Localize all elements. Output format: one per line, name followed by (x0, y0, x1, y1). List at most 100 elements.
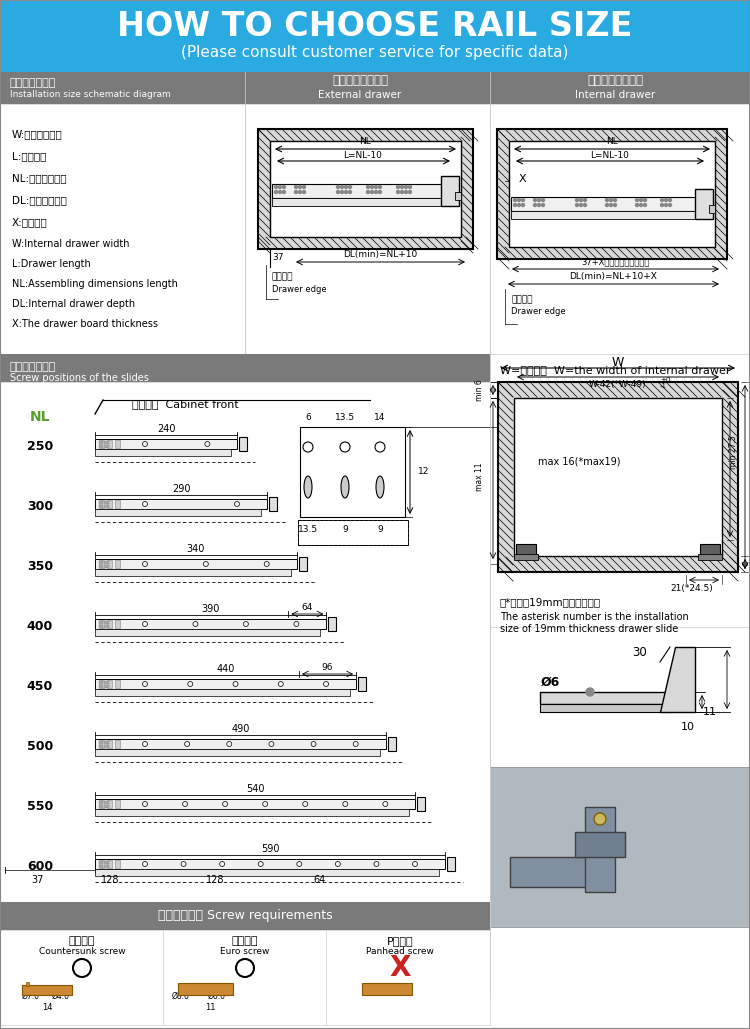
Text: 500: 500 (27, 741, 53, 753)
Text: Panhead screw: Panhead screw (366, 948, 434, 957)
Text: 64: 64 (314, 875, 326, 885)
Bar (107, 500, 112, 508)
Bar (115, 560, 120, 568)
Bar (0, 930, 490, 1025)
Bar (99, 620, 103, 624)
Text: Drawer edge: Drawer edge (272, 284, 327, 293)
Text: 450: 450 (27, 680, 53, 694)
Bar (95, 870, 439, 876)
Circle shape (278, 190, 281, 193)
Text: W: W (612, 355, 624, 368)
Bar (0, 902, 490, 930)
Circle shape (374, 190, 377, 193)
Bar (540, 704, 670, 712)
Bar (575, 832, 625, 857)
Circle shape (397, 190, 400, 193)
Circle shape (298, 185, 302, 188)
Text: P头螺丝: P头螺丝 (387, 936, 413, 946)
Text: 64: 64 (302, 603, 313, 612)
Text: Ø4.0: Ø4.0 (52, 992, 70, 1001)
Text: X: X (389, 954, 411, 982)
Text: 400: 400 (27, 620, 53, 634)
Circle shape (605, 199, 608, 202)
Text: NL: NL (359, 138, 370, 146)
Text: W-42(*W-49): W-42(*W-49) (590, 380, 646, 389)
Circle shape (400, 190, 404, 193)
Bar (298, 520, 408, 545)
Bar (107, 560, 112, 568)
Bar (0, 104, 750, 354)
Bar (497, 129, 727, 259)
Circle shape (379, 190, 382, 193)
Circle shape (584, 199, 586, 202)
Bar (298, 557, 307, 571)
Text: max 11: max 11 (476, 463, 484, 491)
Bar (107, 440, 112, 448)
Text: 9: 9 (377, 526, 382, 534)
Bar (709, 205, 715, 213)
Text: Euro screw: Euro screw (220, 948, 270, 957)
Bar (388, 737, 396, 751)
Bar (516, 544, 536, 558)
Circle shape (295, 190, 298, 193)
Circle shape (586, 688, 594, 696)
Bar (510, 857, 590, 887)
Text: Installation size schematic diagram: Installation size schematic diagram (10, 90, 171, 99)
Bar (99, 745, 103, 748)
Text: The asterisk number is the installation: The asterisk number is the installation (500, 612, 688, 622)
Text: 平头螺丝: 平头螺丝 (69, 936, 95, 946)
Text: W=柜内宽度  W=the width of internal drawer: W=柜内宽度 W=the width of internal drawer (500, 365, 730, 375)
Text: 37+X（带把手缓冲滑轨）: 37+X（带把手缓冲滑轨） (580, 257, 650, 267)
Circle shape (580, 204, 583, 207)
Text: X:The drawer board thickness: X:The drawer board thickness (12, 319, 158, 329)
Text: NL: NL (606, 138, 618, 146)
Bar (95, 569, 291, 576)
Bar (95, 509, 261, 516)
Text: 6: 6 (305, 413, 310, 422)
Text: min 6: min 6 (476, 379, 484, 401)
Text: 250: 250 (27, 440, 53, 454)
Bar (698, 554, 722, 560)
Text: 安装尺寸示意图: 安装尺寸示意图 (10, 78, 56, 88)
Text: Drawer edge: Drawer edge (511, 308, 566, 317)
Circle shape (594, 813, 606, 825)
Text: 12: 12 (418, 467, 429, 476)
Circle shape (514, 204, 517, 207)
Ellipse shape (376, 476, 384, 498)
Bar (105, 505, 109, 508)
Text: HOW TO CHOOSE RAIL SIZE: HOW TO CHOOSE RAIL SIZE (117, 10, 633, 43)
Bar (107, 680, 112, 688)
Text: NL: NL (30, 410, 50, 424)
Bar (105, 561, 109, 564)
Circle shape (283, 185, 286, 188)
Circle shape (370, 190, 374, 193)
Circle shape (640, 199, 643, 202)
Text: min 27.5: min 27.5 (728, 435, 737, 469)
Circle shape (538, 204, 541, 207)
Text: 11: 11 (703, 707, 717, 717)
Bar (0, 72, 750, 104)
Bar (105, 685, 109, 688)
Bar (95, 449, 231, 456)
Circle shape (635, 199, 638, 202)
Bar (239, 437, 248, 451)
Text: 柜子前沿: 柜子前沿 (511, 295, 532, 305)
Text: Internal drawer: Internal drawer (574, 90, 656, 100)
Text: 柜子前沿: 柜子前沿 (272, 273, 293, 282)
Circle shape (404, 190, 407, 193)
Bar (417, 797, 425, 811)
Bar (105, 565, 109, 568)
Bar (362, 983, 412, 995)
Bar (105, 745, 109, 748)
Text: X:面板厚度: X:面板厚度 (12, 217, 48, 227)
Text: 13.5: 13.5 (335, 413, 355, 422)
Bar (300, 427, 405, 517)
Text: L:Drawer length: L:Drawer length (12, 259, 91, 269)
Circle shape (664, 204, 668, 207)
Text: 抽屉外置安装尺寸: 抽屉外置安装尺寸 (332, 74, 388, 87)
Circle shape (274, 190, 278, 193)
Bar (0, 354, 490, 382)
Bar (258, 129, 473, 249)
Circle shape (298, 190, 302, 193)
Circle shape (400, 185, 404, 188)
